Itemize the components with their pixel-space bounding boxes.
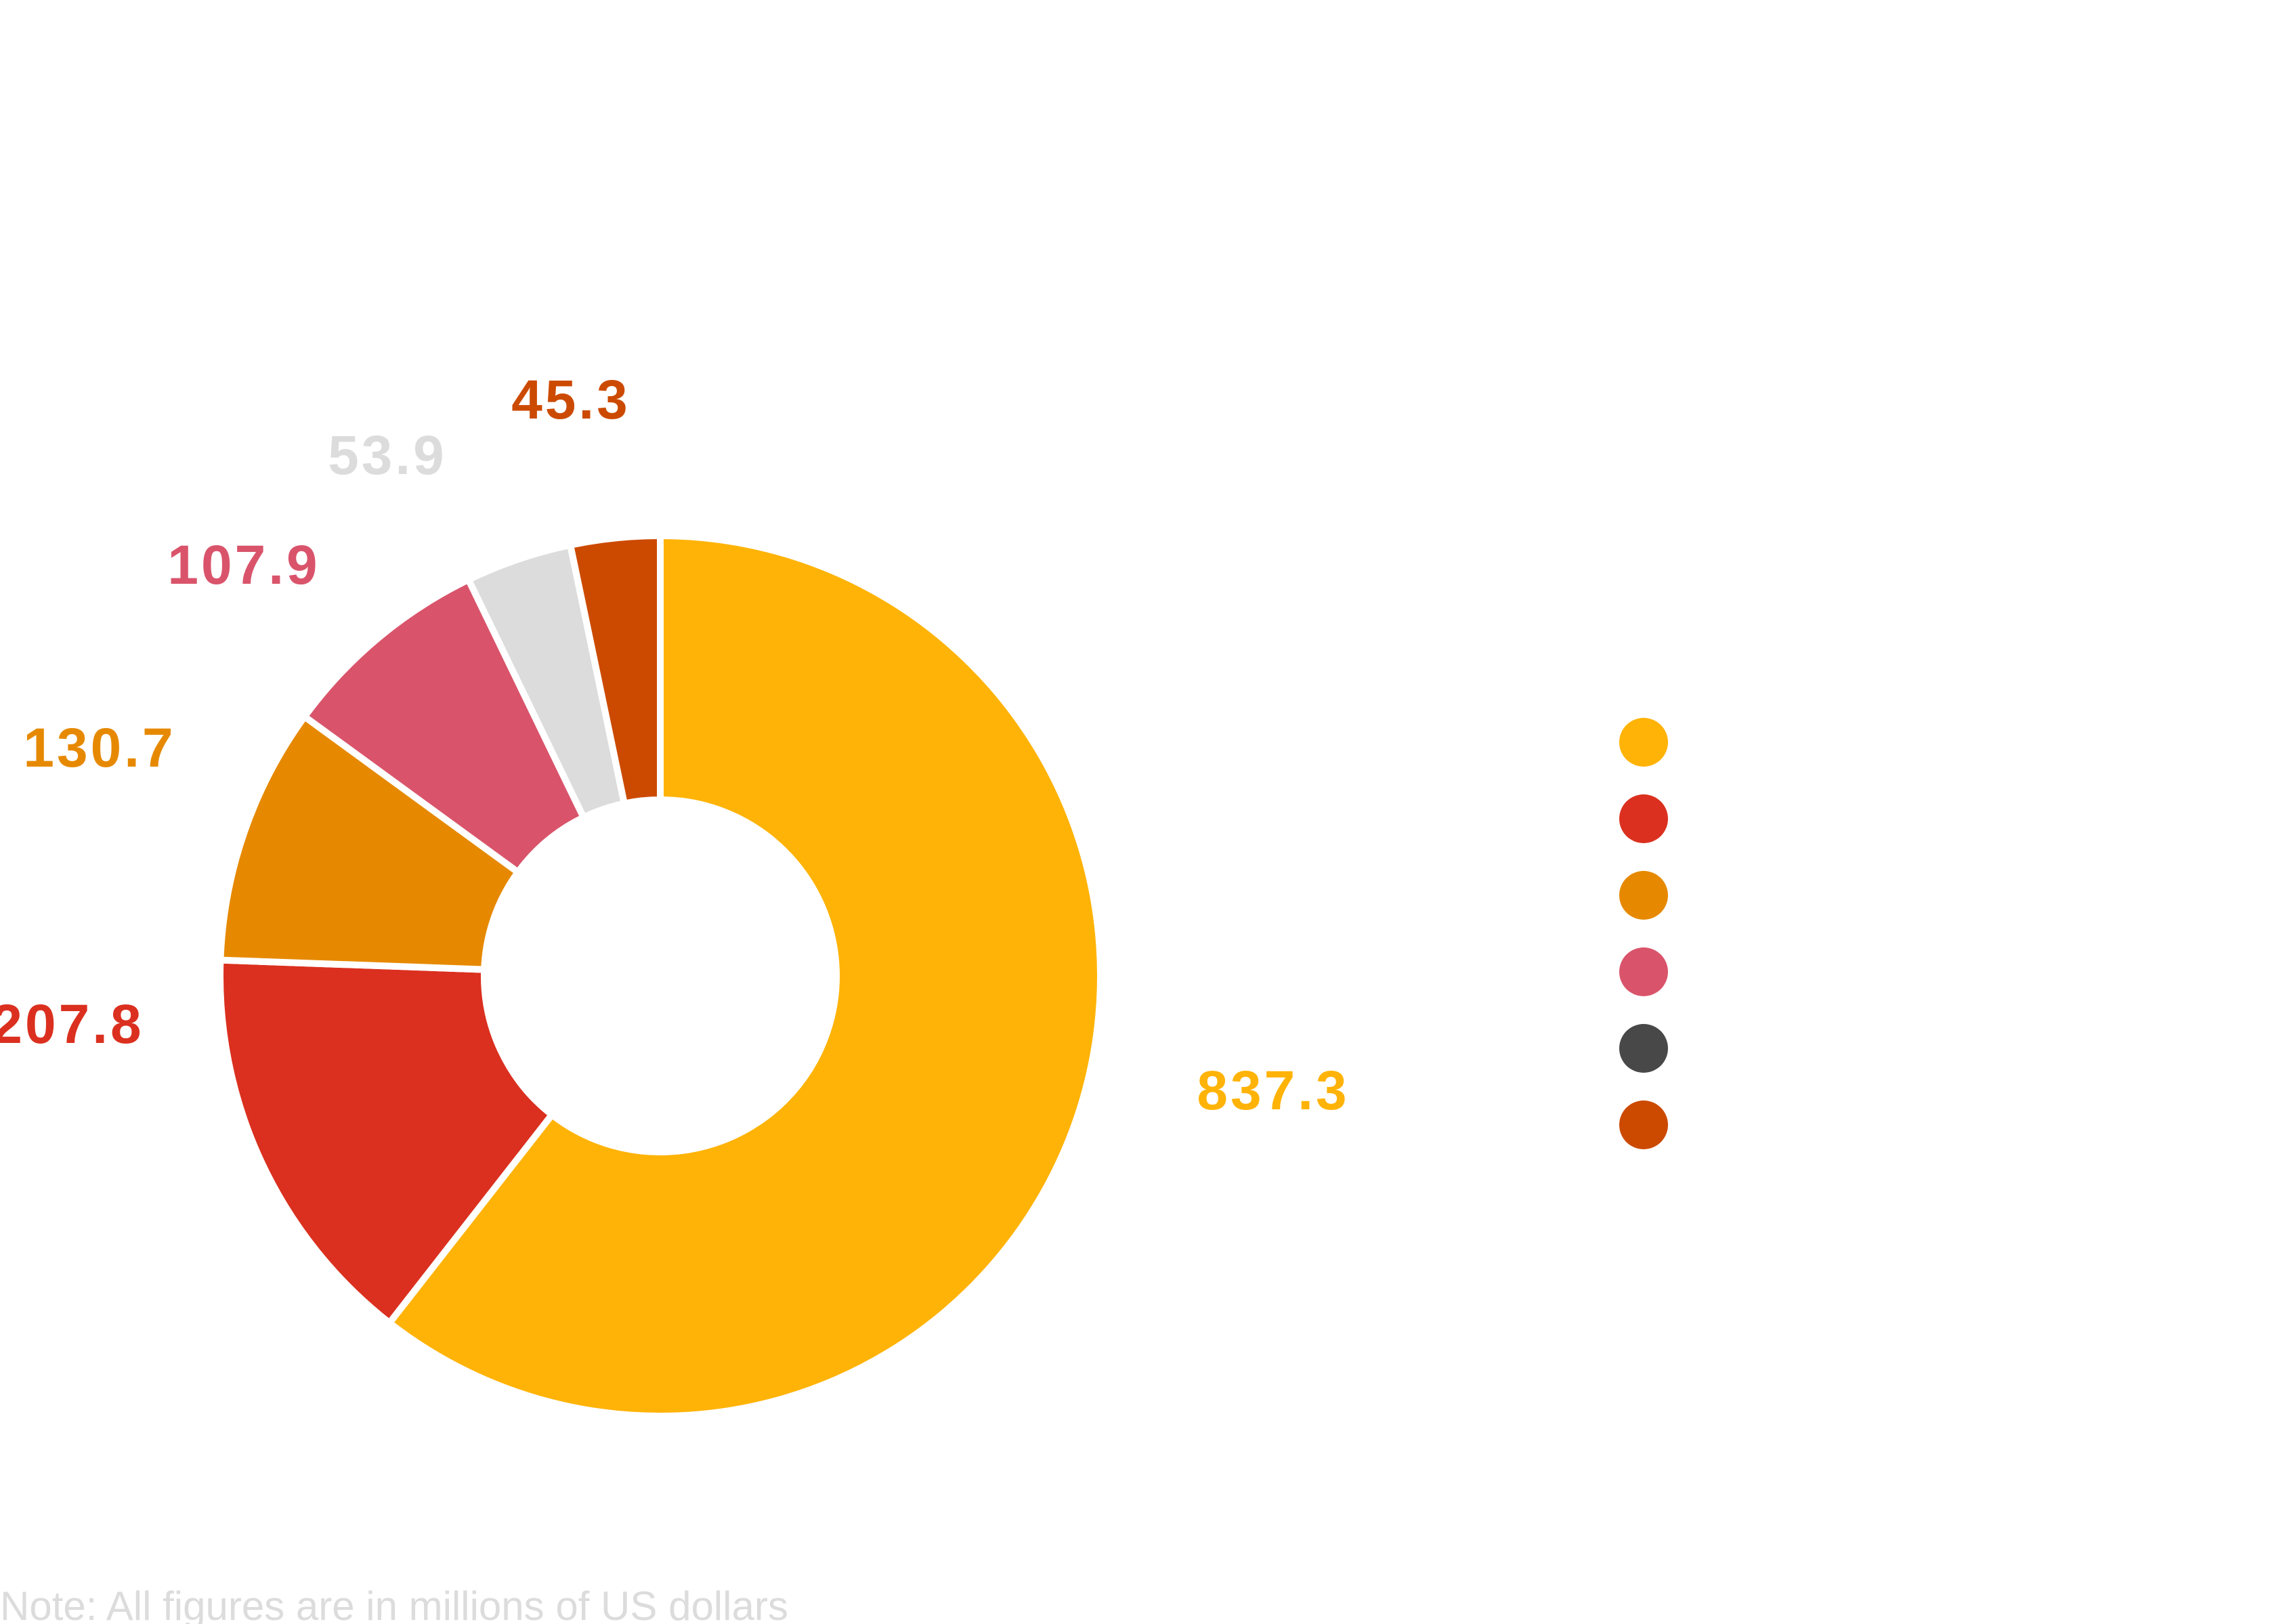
legend-marker-2 [1619, 871, 1668, 920]
data-label-0: 837.3 [1197, 1060, 1349, 1121]
legend-marker-4 [1619, 1024, 1668, 1073]
data-label-3: 107.9 [167, 534, 320, 596]
legend-marker-1 [1619, 794, 1668, 843]
data-label-4: 53.9 [328, 425, 447, 486]
chart-note: Note: All figures are in millions of US … [0, 1583, 788, 1624]
slices [217, 532, 1104, 1419]
legend-marker-5 [1619, 1101, 1668, 1149]
slice-5 [567, 532, 664, 807]
data-labels: 837.3 207.8 130.7 107.9 53.9 45.3 [0, 369, 1349, 1121]
data-label-1: 207.8 [0, 993, 144, 1055]
legend-marker-0 [1619, 718, 1668, 767]
slice-2 [217, 713, 521, 973]
slice-0 [386, 532, 1104, 1419]
data-label-2: 130.7 [23, 717, 175, 779]
legend [1619, 718, 1668, 1149]
slice-1 [217, 956, 556, 1327]
slice-3 [301, 576, 587, 876]
data-label-5: 45.3 [511, 369, 630, 431]
legend-marker-3 [1619, 947, 1668, 996]
